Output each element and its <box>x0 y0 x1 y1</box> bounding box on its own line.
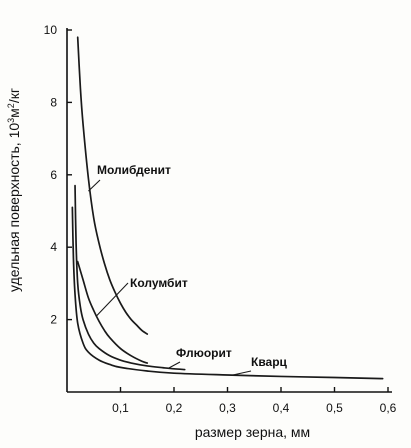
series-line-fluorite <box>74 184 186 371</box>
y-tick-label: 4 <box>50 240 57 254</box>
y-axis-title-unit-end: /кг <box>6 88 22 103</box>
y-axis-title-text: удельная поверхность, 10 <box>6 123 22 292</box>
label-leader-fluorite <box>168 361 181 369</box>
label-leader-quartz <box>232 370 252 376</box>
series-label-quartz: Кварц <box>251 355 288 369</box>
y-ticks: 2 4 6 8 10 <box>44 23 72 327</box>
y-tick-label: 2 <box>50 313 57 327</box>
series-label-molybdenite: Молибденит <box>97 163 171 177</box>
y-tick-label: 10 <box>44 23 58 37</box>
series-line-quartz <box>71 206 384 380</box>
series-lines <box>71 36 384 380</box>
y-axis-title-unit-exponent: 2 <box>6 103 16 108</box>
label-leader-molybdenite <box>88 179 101 192</box>
series-line-columbite <box>76 260 149 364</box>
x-tick-label: 0,3 <box>219 401 236 415</box>
axes <box>66 28 392 393</box>
y-axis-title-exponent: 3 <box>6 118 16 123</box>
y-tick-label: 6 <box>50 168 57 182</box>
x-tick-label: 0,6 <box>380 401 397 415</box>
x-axis-title: размер зерна, мм <box>195 424 310 440</box>
series-label-fluorite: Флюорит <box>176 346 232 360</box>
label-leaders <box>88 179 252 376</box>
series-line-molybdenite <box>76 36 149 335</box>
series-labels: Молибденит Колумбит Флюорит Кварц <box>97 163 288 369</box>
x-ticks: 0,1 0,2 0,3 0,4 0,5 0,6 <box>112 387 397 415</box>
x-tick-label: 0,2 <box>166 401 183 415</box>
series-label-columbite: Колумбит <box>130 276 188 290</box>
y-tick-label: 8 <box>50 95 57 109</box>
y-axis-title-unit: м <box>6 108 22 118</box>
x-tick-label: 0,1 <box>112 401 129 415</box>
label-leader-columbite <box>96 282 129 317</box>
y-axis-title: удельная поверхность, 103м2/кг <box>6 88 22 292</box>
x-tick-label: 0,4 <box>273 401 290 415</box>
x-tick-label: 0,5 <box>326 401 343 415</box>
